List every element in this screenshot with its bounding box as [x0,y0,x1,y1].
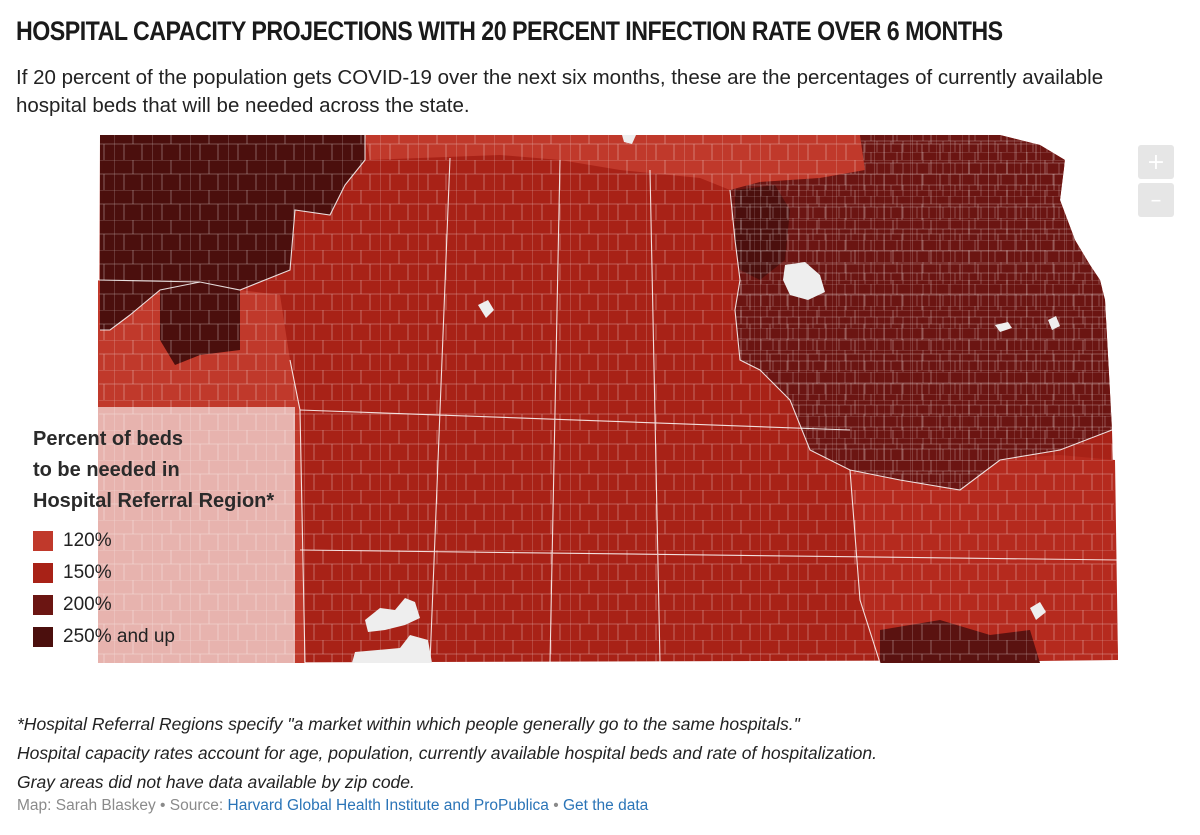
footnote: *Hospital Referral Regions specify "a ma… [17,710,1187,797]
zoom-in-button[interactable]: + [1138,145,1174,179]
legend-swatch [33,595,53,615]
legend-label: 250% and up [63,626,175,648]
map-legend: Percent of beds to be needed in Hospital… [33,424,293,653]
legend-swatch [33,627,53,647]
credit-separator: • [160,797,165,814]
legend-title-line: to be needed in [33,455,293,486]
legend-swatch [33,531,53,551]
map-credit: Map: Sarah Blaskey [17,797,156,814]
credit-separator: • [553,797,558,814]
page-subtitle: If 20 percent of the population gets COV… [16,64,1176,120]
get-the-data-link[interactable]: Get the data [563,797,648,814]
source-link[interactable]: Harvard Global Health Institute and ProP… [228,797,549,814]
legend-item-200: 200% [33,589,293,621]
zoom-out-button[interactable]: – [1138,183,1174,217]
legend-item-150: 150% [33,557,293,589]
page-title: HOSPITAL CAPACITY PROJECTIONS WITH 20 PE… [16,16,1003,47]
legend-label: 200% [63,594,112,616]
source-label: Source: [170,797,223,814]
footnote-line: Gray areas did not have data available b… [17,768,1187,797]
legend-title: Percent of beds to be needed in Hospital… [33,424,293,517]
legend-swatch [33,563,53,583]
footnote-line: *Hospital Referral Regions specify "a ma… [17,710,1187,739]
legend-label: 120% [63,530,112,552]
legend-item-250: 250% and up [33,621,293,653]
legend-title-line: Hospital Referral Region* [33,486,293,517]
footnote-line: Hospital capacity rates account for age,… [17,739,1187,768]
legend-label: 150% [63,562,112,584]
legend-title-line: Percent of beds [33,424,293,455]
legend-item-120: 120% [33,525,293,557]
credit-line: Map: Sarah Blaskey • Source: Harvard Glo… [17,797,648,815]
